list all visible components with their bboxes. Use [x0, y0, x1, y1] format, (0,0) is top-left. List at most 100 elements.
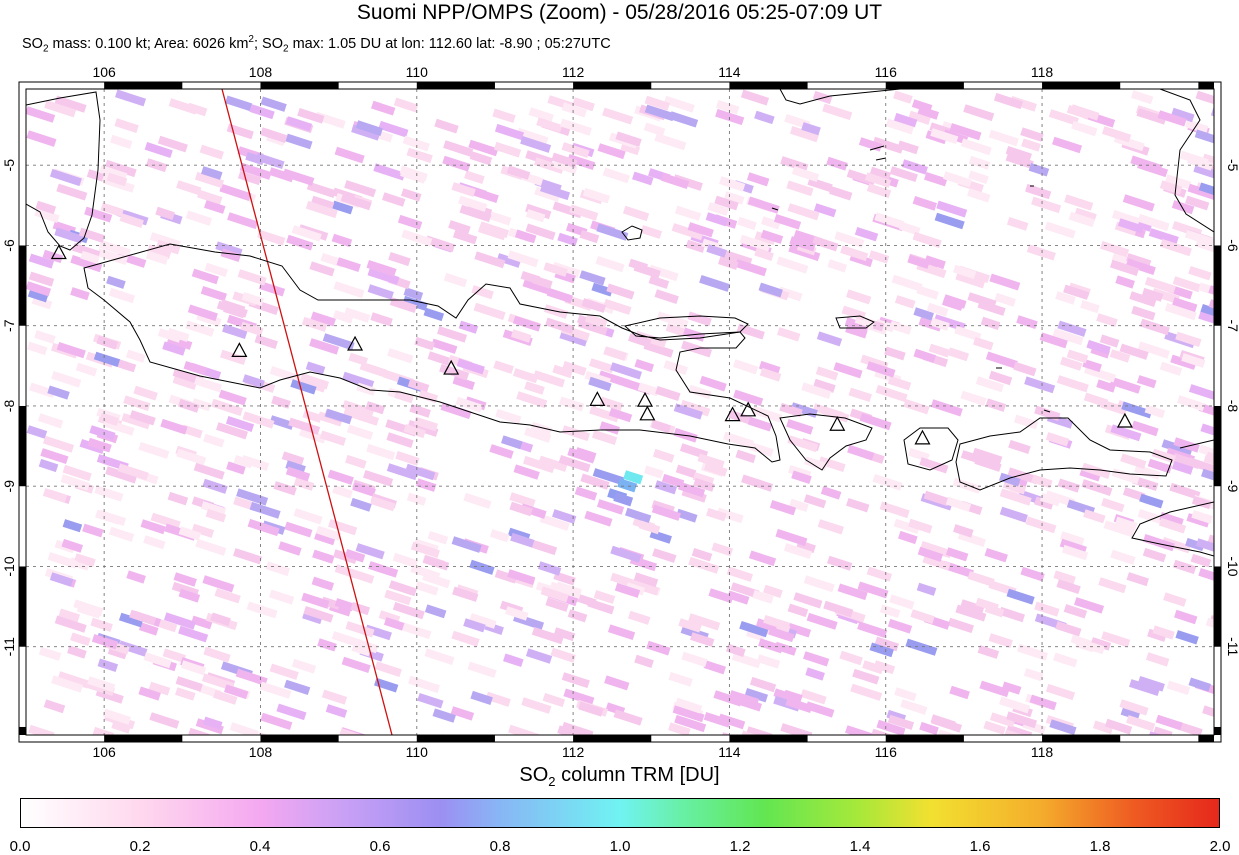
- so2-pixel: [706, 244, 727, 258]
- so2-pixel: [114, 118, 139, 134]
- so2-pixel: [405, 463, 436, 481]
- so2-pixel: [201, 166, 223, 180]
- so2-pixel: [306, 181, 336, 198]
- so2-pixel: [533, 370, 565, 388]
- so2-pixel: [290, 379, 317, 395]
- so2-pixel: [747, 196, 780, 214]
- so2-pixel: [648, 275, 670, 289]
- so2-pixel: [516, 391, 548, 409]
- so2-pixel: [356, 639, 379, 654]
- so2-pixel: [894, 295, 916, 309]
- so2-pixel: [374, 661, 402, 677]
- so2-pixel: [54, 227, 84, 244]
- so2-pixel: [561, 672, 590, 689]
- so2-pixel: [690, 632, 715, 647]
- so2-pixel: [220, 248, 242, 262]
- lon-label-bottom: 110: [406, 744, 429, 760]
- so2-pixel: [577, 318, 608, 336]
- so2-pixel: [458, 195, 488, 212]
- so2-pixel: [403, 287, 424, 301]
- so2-pixel: [567, 154, 596, 170]
- so2-pixel: [1145, 652, 1170, 667]
- so2-pixel: [129, 609, 157, 626]
- so2-pixel: [610, 362, 642, 380]
- so2-pixel: [887, 714, 915, 731]
- so2-pixel: [1172, 559, 1197, 575]
- so2-pixel: [752, 590, 774, 604]
- so2-pixel: [985, 351, 1018, 369]
- so2-pixel: [80, 250, 100, 264]
- so2-pixel: [823, 600, 854, 618]
- so2-pixel: [317, 411, 343, 427]
- so2-pixel: [773, 214, 802, 230]
- so2-pixel: [366, 260, 397, 277]
- so2-pixel: [656, 311, 689, 329]
- volcano-icon: [724, 406, 741, 422]
- so2-pixel: [889, 166, 918, 183]
- volcano-icon: [740, 401, 757, 417]
- so2-pixel: [394, 390, 414, 404]
- so2-pixel: [675, 697, 703, 714]
- volcano-icon: [1116, 412, 1133, 428]
- so2-pixel: [591, 282, 613, 297]
- so2-pixel: [1017, 643, 1049, 661]
- volcano-icon: [639, 405, 656, 421]
- so2-pixel: [278, 541, 302, 556]
- so2-pixel: [672, 705, 705, 723]
- so2-pixel: [900, 699, 928, 715]
- so2-pixel: [812, 235, 839, 252]
- so2-pixel: [654, 132, 687, 151]
- so2-pixel: [569, 204, 599, 221]
- so2-pixel: [846, 289, 872, 305]
- so2-pixel: [118, 640, 148, 657]
- so2-pixel: [1151, 288, 1180, 304]
- so2-max-pixel: [617, 478, 638, 493]
- so2-pixel: [542, 693, 566, 708]
- so2-pixel: [643, 341, 674, 358]
- so2-pixel: [869, 642, 894, 658]
- axis-ticks: [18, 81, 1222, 743]
- so2-pixel: [58, 608, 81, 623]
- so2-pixel: [99, 412, 120, 426]
- so2-pixel: [530, 421, 553, 436]
- so2-pixel: [200, 501, 227, 517]
- so2-pixel: [1172, 453, 1201, 469]
- so2-pixel: [356, 382, 376, 396]
- so2-pixel: [727, 590, 750, 605]
- so2-pixel: [291, 658, 317, 674]
- so2-pixel: [409, 403, 431, 418]
- so2-pixel: [54, 95, 87, 113]
- so2-pixel: [1086, 339, 1111, 355]
- so2-pixel: [525, 223, 556, 241]
- so2-pixel: [908, 518, 933, 534]
- so2-pixel: [868, 250, 890, 264]
- so2-pixel: [1198, 444, 1214, 459]
- so2-pixel: [893, 90, 913, 104]
- so2-pixel: [747, 416, 773, 432]
- so2-pixel: [431, 338, 458, 354]
- so2-pixel: [1006, 588, 1035, 605]
- so2-pixel: [862, 660, 884, 675]
- so2-pixel: [1200, 304, 1214, 320]
- so2-pixel: [1110, 259, 1140, 277]
- so2-pixel: [536, 117, 563, 133]
- so2-pixel: [952, 264, 977, 280]
- so2-pixel: [370, 496, 396, 512]
- lat-label-right: -6: [1225, 239, 1239, 252]
- so2-pixel: [309, 338, 340, 355]
- so2-pixel: [334, 146, 365, 164]
- so2-pixel: [185, 210, 213, 226]
- so2-pixel: [668, 672, 693, 687]
- so2-pixel: [716, 507, 744, 524]
- so2-pixel: [1172, 297, 1198, 313]
- so2-pixel: [1081, 479, 1113, 496]
- so2-pixel: [1191, 509, 1213, 524]
- so2-pixel: [714, 195, 739, 211]
- so2-pixel: [43, 435, 75, 453]
- frame-segment-top: [260, 82, 339, 89]
- so2-pixel: [406, 147, 433, 164]
- so2-pixel: [1137, 341, 1170, 359]
- so2-pixel: [301, 316, 328, 332]
- so2-pixel: [269, 415, 294, 430]
- so2-pixel: [450, 706, 475, 721]
